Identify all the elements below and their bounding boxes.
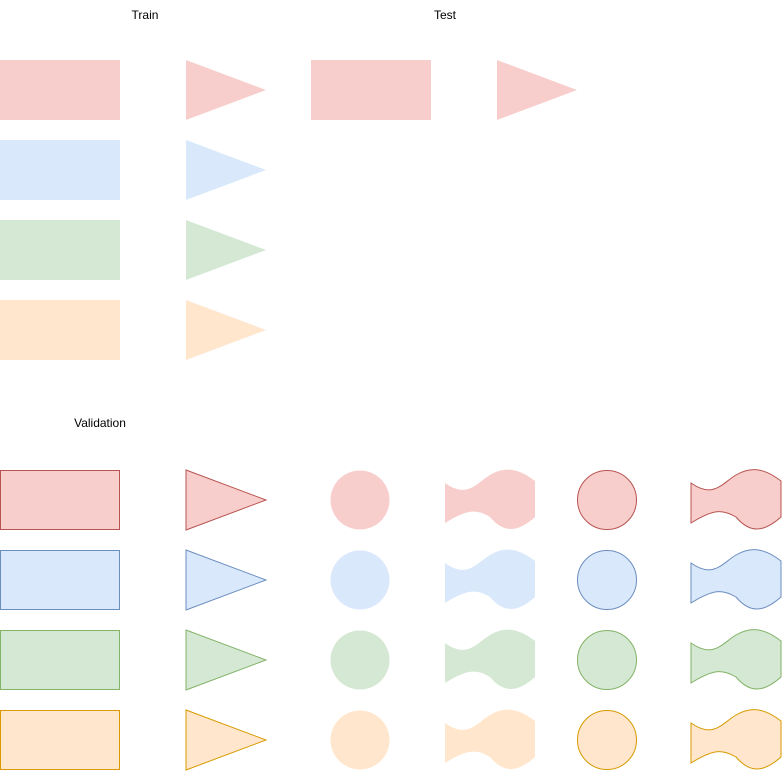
validation-green-rectangle-outlined-shape <box>0 630 120 690</box>
validation-blue-circle-shape <box>330 550 390 610</box>
validation-orange-wave-shape <box>445 709 535 769</box>
validation-green-triangle-outlined-shape <box>185 629 268 691</box>
train-blue-rectangle-shape <box>0 140 120 200</box>
validation-red-circle-outlined-shape <box>577 470 637 530</box>
validation-blue-circle-outlined-shape <box>577 550 637 610</box>
train-title: Train <box>131 8 159 22</box>
test-title: Test <box>433 8 457 22</box>
validation-blue-triangle-outlined-shape <box>185 549 268 611</box>
validation-blue-wave-outlined-shape <box>690 549 782 610</box>
validation-red-rectangle-outlined-shape <box>0 470 120 530</box>
validation-title: Validation <box>74 416 126 430</box>
train-orange-triangle-shape <box>186 300 266 360</box>
test-red-rectangle-shape <box>311 60 431 120</box>
validation-orange-circle-shape <box>330 710 390 770</box>
train-red-rectangle-shape <box>0 60 120 120</box>
validation-orange-triangle-outlined-shape <box>185 709 268 771</box>
train-orange-rectangle-shape <box>0 300 120 360</box>
validation-orange-circle-outlined-shape <box>577 710 637 770</box>
test-red-triangle-shape <box>497 60 577 120</box>
train-green-rectangle-shape <box>0 220 120 280</box>
train-red-triangle-shape <box>186 60 266 120</box>
validation-green-wave-shape <box>445 629 535 689</box>
validation-blue-rectangle-outlined-shape <box>0 550 120 610</box>
validation-red-wave-outlined-shape <box>690 469 782 530</box>
validation-red-circle-shape <box>330 470 390 530</box>
validation-red-triangle-outlined-shape <box>185 469 268 531</box>
validation-green-circle-outlined-shape <box>577 630 637 690</box>
validation-red-wave-shape <box>445 469 535 529</box>
validation-orange-wave-outlined-shape <box>690 709 782 770</box>
validation-green-circle-shape <box>330 630 390 690</box>
validation-green-wave-outlined-shape <box>690 629 782 690</box>
train-blue-triangle-shape <box>186 140 266 200</box>
validation-orange-rectangle-outlined-shape <box>0 710 120 770</box>
validation-blue-wave-shape <box>445 549 535 609</box>
train-green-triangle-shape <box>186 220 266 280</box>
